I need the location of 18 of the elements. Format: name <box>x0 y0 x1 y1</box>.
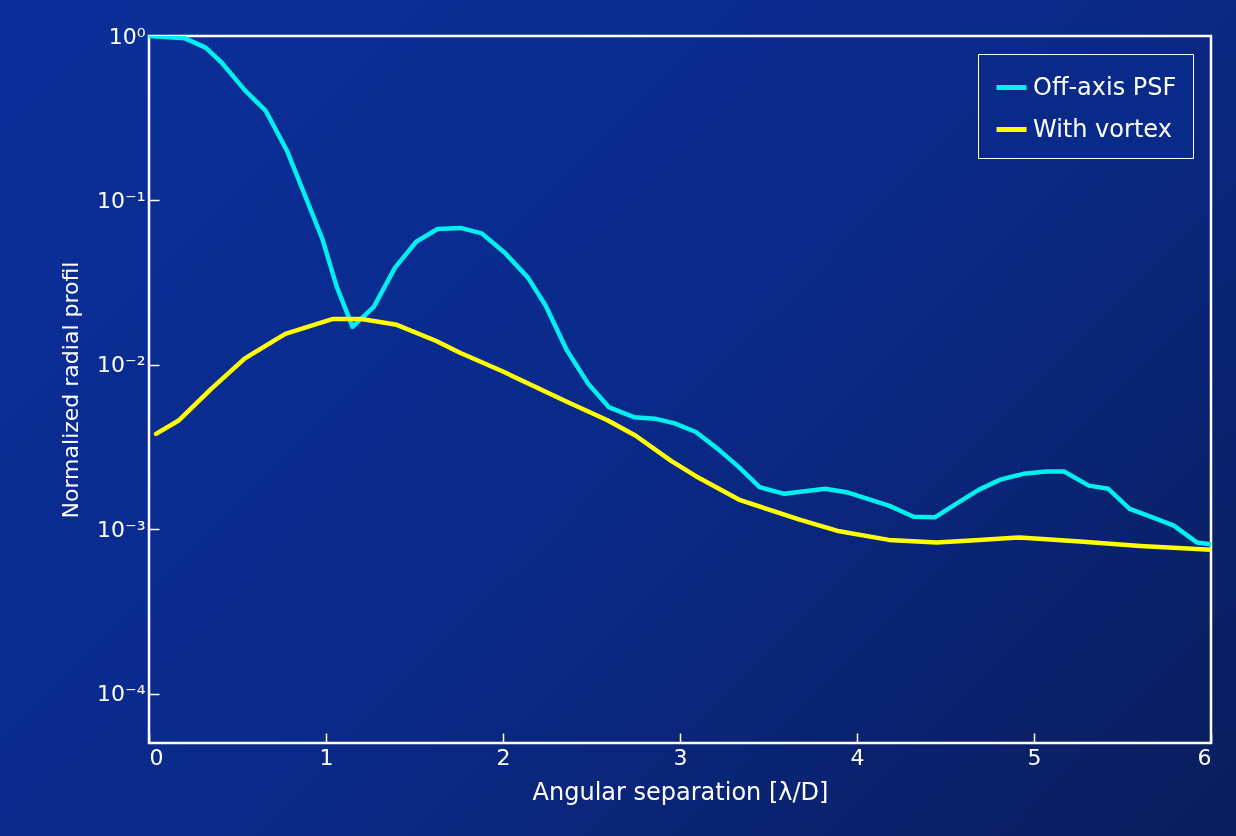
y-tick-label: 10⁻³ <box>97 516 146 542</box>
x-tick-label: 5 <box>1027 744 1042 770</box>
legend-label: Off-axis PSF <box>1033 72 1177 101</box>
legend-label: With vortex <box>1033 114 1172 143</box>
x-tick-label: 6 <box>1197 744 1212 770</box>
x-axis-title: Angular separation [λ/D] <box>532 777 829 806</box>
y-tick-label: 10⁻⁴ <box>97 681 146 707</box>
x-tick-label: 1 <box>319 744 334 770</box>
x-tick-label: 0 <box>149 744 164 770</box>
y-tick-label: 10⁻² <box>97 352 146 378</box>
y-tick-label: 10⁻¹ <box>97 187 146 213</box>
line-series <box>149 36 1211 547</box>
y-axis-title: Normalized radial profil <box>58 261 84 519</box>
y-tick-label: 10⁰ <box>108 23 146 49</box>
x-tick-label: 3 <box>673 744 688 770</box>
x-tick-label: 2 <box>496 744 511 770</box>
line-series <box>153 316 1211 552</box>
x-tick-label: 4 <box>850 744 865 770</box>
